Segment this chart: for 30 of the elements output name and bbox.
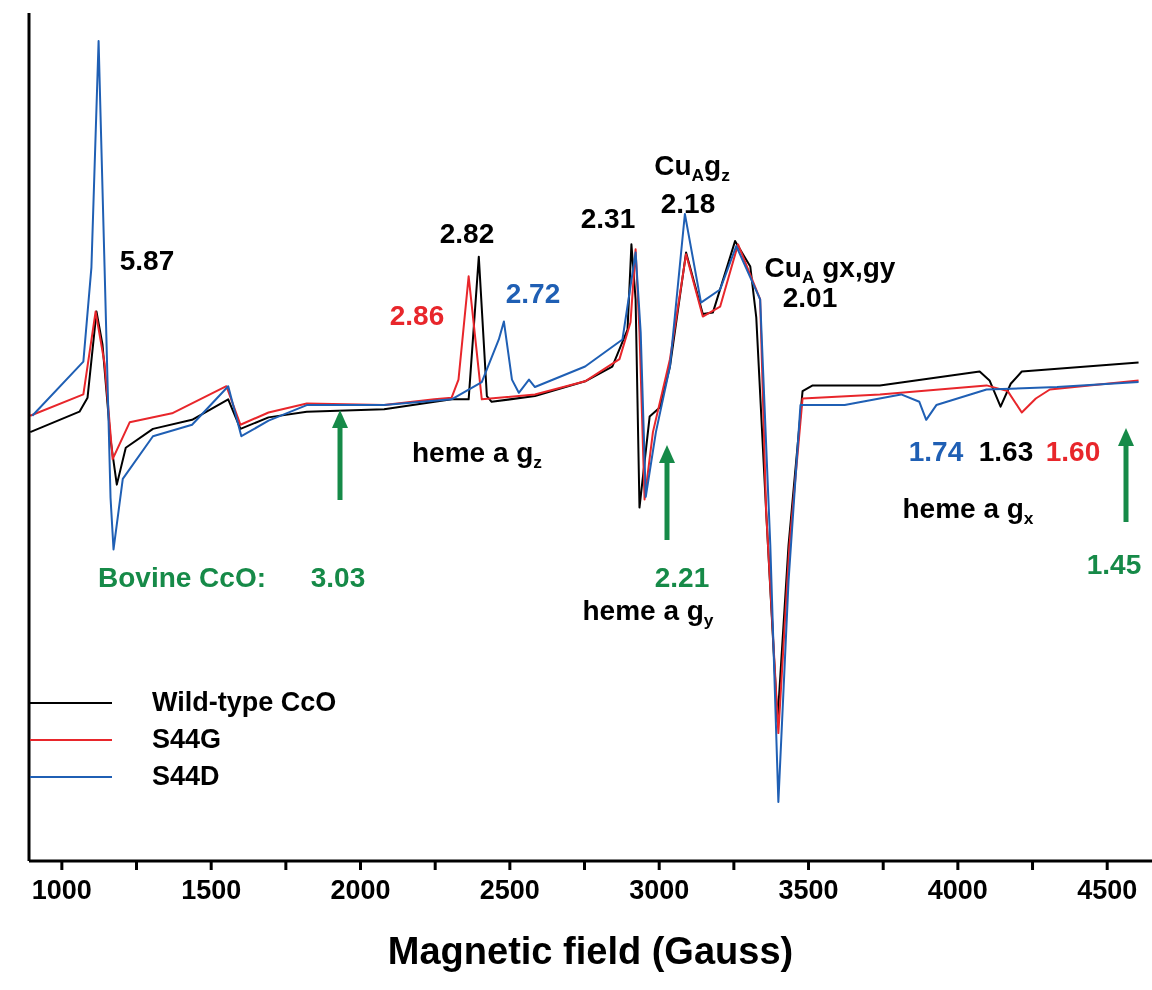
x-tick-label: 4000 [927, 875, 988, 906]
annotation: 1.60 [1045, 435, 1101, 467]
annotation: 1.45 [1086, 548, 1142, 580]
x-axis-title: Magnetic field (Gauss) [387, 930, 794, 972]
annotation: 5.87 [119, 244, 175, 276]
annotation: heme a g$_{y}$ [582, 594, 714, 630]
annotation: Cu$_{A}$g$_{z}$ [654, 149, 731, 185]
x-tick-label: 1500 [181, 875, 242, 906]
annotation: Cu$_{A}$ gx,gy [764, 251, 896, 287]
annotation: 2.72 [505, 277, 561, 309]
x-tick-label: 2000 [330, 875, 391, 906]
annotation: 1.63 [978, 435, 1034, 467]
annotation: Bovine CcO: [97, 561, 267, 593]
annotation: 2.82 [439, 217, 495, 249]
x-tick-label: 1000 [31, 875, 92, 906]
annotation: heme a g$_{z}$ [411, 436, 543, 472]
x-tick-label: 4500 [1077, 875, 1138, 906]
legend-label: S44G [152, 724, 222, 755]
legend-label: Wild-type CcO [152, 687, 337, 718]
annotation: 2.18 [660, 187, 716, 219]
annotation: 1.74 [908, 435, 964, 467]
legend-label: S44D [152, 761, 220, 792]
annotation: 3.03 [310, 561, 366, 593]
x-tick-label: 3000 [629, 875, 690, 906]
annotation: 2.86 [389, 299, 445, 331]
annotation: heme a g$_{x}$ [902, 492, 1034, 528]
x-tick-label: 2500 [479, 875, 540, 906]
annotation: 2.21 [654, 561, 710, 593]
x-tick-label: 3500 [778, 875, 839, 906]
annotation: 2.31 [580, 202, 636, 234]
